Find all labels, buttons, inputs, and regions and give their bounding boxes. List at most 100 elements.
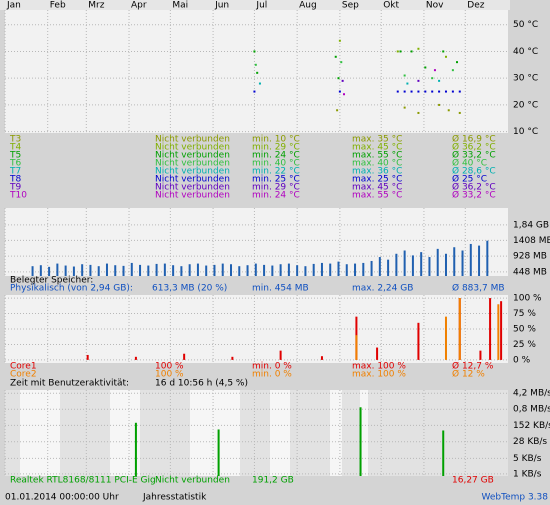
memory-bar [139,264,142,276]
core-max: max. 100 % [352,362,406,372]
memory-title: Belegter Speicher: [10,276,93,286]
temp-point [458,111,461,114]
sensor-min: min. 10 °C [252,135,300,145]
memory-bar [147,265,150,276]
sensor-min: min. 29 °C [252,143,300,153]
footer-version[interactable]: WebTemp 3.38 [481,493,548,503]
core-current: 100 % [155,370,184,380]
y-tick-label: 5 KB/s [513,454,542,464]
temp-point [254,63,257,66]
memory-bar [329,263,332,276]
cpu-bar [183,353,186,360]
sensor-status: Nicht verbunden [155,191,230,201]
sensor-name: T7 [9,167,21,177]
memory-bar [370,260,373,276]
temp-point [341,79,344,82]
temp-point [334,55,337,58]
memory-bar [48,266,51,276]
sensor-avg: Ø 36,2 °C [452,142,496,153]
core-max: max. 100 % [352,370,406,380]
network-bar [442,430,445,476]
memory-label: Physikalisch (von 2,94 GB): [10,284,133,294]
network-panel [5,390,508,476]
temp-point [458,90,461,93]
month-label: Aug [299,1,317,11]
core-name: Core2 [10,370,37,380]
memory-bar [271,265,274,276]
sensor-max: max. 25 °C [352,175,402,185]
month-label: Jun [214,1,229,11]
cpu-bar [479,350,482,360]
y-tick-label: 0 % [513,355,531,365]
network-bar [217,429,220,476]
memory-bar [196,263,199,276]
memory-current: 613,3 MB (20 %) [152,284,227,294]
memory-bar [205,265,208,276]
y-tick-label: 100 % [513,294,542,304]
core-current: 100 % [155,362,184,372]
cpu-bar [86,354,89,360]
y-tick-label: 10 °C [513,127,538,137]
memory-bar [163,263,166,276]
temp-point [410,50,413,53]
sensor-max: max. 55 °C [352,191,402,201]
cpu-bar [458,298,461,360]
sensor-avg: Ø 28,6 °C [452,166,496,177]
memory-bar [296,265,299,276]
cpu-bar [134,356,137,360]
memory-bar [478,245,481,276]
temp-point [399,50,402,53]
temp-point [451,90,454,93]
temp-point [417,111,420,114]
network-gaps [20,390,368,476]
temp-point [442,50,445,53]
memory-bar [130,262,133,276]
memory-bar [411,255,414,276]
sensor-status: Nicht verbunden [155,159,230,169]
month-label: Jan [6,1,21,11]
cpu-bar [355,335,358,360]
footer-mode: Jahresstatistik [142,493,207,503]
memory-bar [428,257,431,276]
sensor-avg: Ø 40 °C [452,158,487,169]
month-label: Feb [50,1,66,11]
sensor-name: T5 [9,151,21,161]
sensor-max: max. 35 °C [352,135,402,145]
month-label: Okt [383,1,399,11]
memory-bar [378,257,381,276]
sensor-min: min. 24 °C [252,191,300,201]
temp-point [343,93,346,96]
temp-point [396,50,399,53]
memory-bar [263,264,266,276]
sensor-min: min. 22 °C [252,167,300,177]
y-tick-label: 928 MB [513,252,547,262]
footer-date: 01.01.2014 00:00:00 Uhr [5,493,119,503]
memory-bar [238,266,241,276]
cpu-bar [444,316,447,360]
memory-bar [403,250,406,276]
sensor-max: max. 40 °C [352,159,402,169]
temp-point [417,90,420,93]
memory-bar [172,265,175,276]
month-label: Nov [426,1,444,11]
network-received: 191,2 GB [252,476,294,486]
memory-bar [31,266,34,276]
sensor-status: Nicht verbunden [155,143,230,153]
core-name: Core1 [10,362,37,372]
month-label: Jul [255,1,267,11]
y-tick-label: 30 °C [513,74,538,84]
y-tick-label: 40 °C [513,47,538,57]
memory-bar [105,263,108,276]
sensor-max: max. 45 °C [352,143,402,153]
sensor-name: T6 [9,159,21,169]
month-label: Sep [342,1,359,11]
temp-point [424,66,427,69]
y-tick-label: 152 KB/s [513,421,550,431]
sensor-status: Nicht verbunden [155,167,230,177]
sensor-avg: Ø 16,9 °C [452,134,496,145]
temp-point [403,90,406,93]
temp-point [410,90,413,93]
temp-point [451,69,454,72]
temp-point [256,71,259,74]
